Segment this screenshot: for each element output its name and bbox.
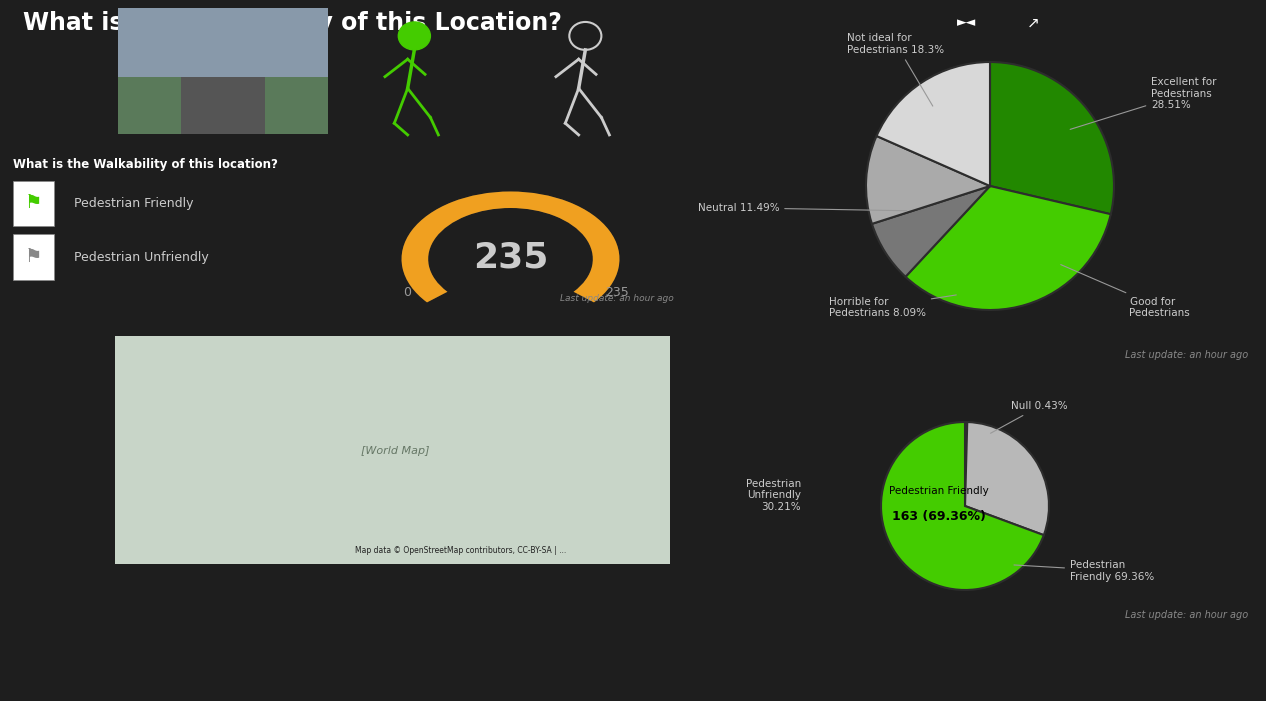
Text: 163 (69.36%): 163 (69.36%): [893, 510, 986, 523]
Text: Pedestrian Unfriendly: Pedestrian Unfriendly: [73, 250, 209, 264]
Text: ⚑: ⚑: [25, 194, 42, 213]
Text: What is the Walkability of this location?: What is the Walkability of this location…: [14, 158, 279, 171]
Wedge shape: [866, 136, 990, 224]
Text: Good for
Pedestrians: Good for Pedestrians: [1061, 264, 1190, 318]
Text: What is the Walkability of this Location?: What is the Walkability of this Location…: [23, 11, 562, 35]
Text: ⚑: ⚑: [25, 247, 42, 266]
Wedge shape: [872, 186, 990, 277]
Text: Map data © OpenStreetMap contributors, CC-BY-SA | ...: Map data © OpenStreetMap contributors, C…: [356, 546, 567, 555]
Text: Pedestrian
Friendly 69.36%: Pedestrian Friendly 69.36%: [1014, 560, 1155, 582]
Text: ►◄: ►◄: [957, 17, 976, 29]
Wedge shape: [876, 62, 990, 186]
Wedge shape: [401, 191, 619, 302]
FancyBboxPatch shape: [14, 234, 53, 280]
Wedge shape: [881, 422, 1043, 590]
Text: Horrible for
Pedestrians 8.09%: Horrible for Pedestrians 8.09%: [829, 295, 956, 318]
Bar: [181, 77, 265, 134]
Text: Neutral 11.49%: Neutral 11.49%: [698, 203, 906, 213]
Text: Pedestrian Friendly: Pedestrian Friendly: [73, 197, 194, 210]
Text: ↗: ↗: [1027, 15, 1039, 31]
Text: 235: 235: [605, 286, 629, 299]
Wedge shape: [965, 422, 1050, 535]
Bar: [118, 8, 328, 77]
Text: Excellent for
Pedestrians
28.51%: Excellent for Pedestrians 28.51%: [1070, 77, 1217, 130]
Bar: [118, 77, 328, 134]
Text: [World Map]: [World Map]: [361, 447, 429, 456]
Text: 0: 0: [404, 286, 411, 299]
Text: Not ideal for
Pedestrians 18.3%: Not ideal for Pedestrians 18.3%: [847, 33, 944, 106]
Text: Null 0.43%: Null 0.43%: [990, 402, 1067, 433]
Wedge shape: [905, 186, 1110, 310]
Text: Pedestrian
Unfriendly
30.21%: Pedestrian Unfriendly 30.21%: [746, 479, 801, 512]
Text: Last update: an hour ago: Last update: an hour ago: [560, 294, 674, 303]
Text: Pedestrian Friendly: Pedestrian Friendly: [889, 486, 989, 496]
Circle shape: [399, 22, 430, 50]
Wedge shape: [401, 191, 619, 302]
FancyBboxPatch shape: [14, 181, 53, 226]
Wedge shape: [990, 62, 1114, 215]
Text: Last update: an hour ago: Last update: an hour ago: [1125, 350, 1248, 360]
Text: Last update: an hour ago: Last update: an hour ago: [1125, 610, 1248, 620]
Wedge shape: [965, 422, 967, 506]
Text: 235: 235: [472, 240, 548, 275]
